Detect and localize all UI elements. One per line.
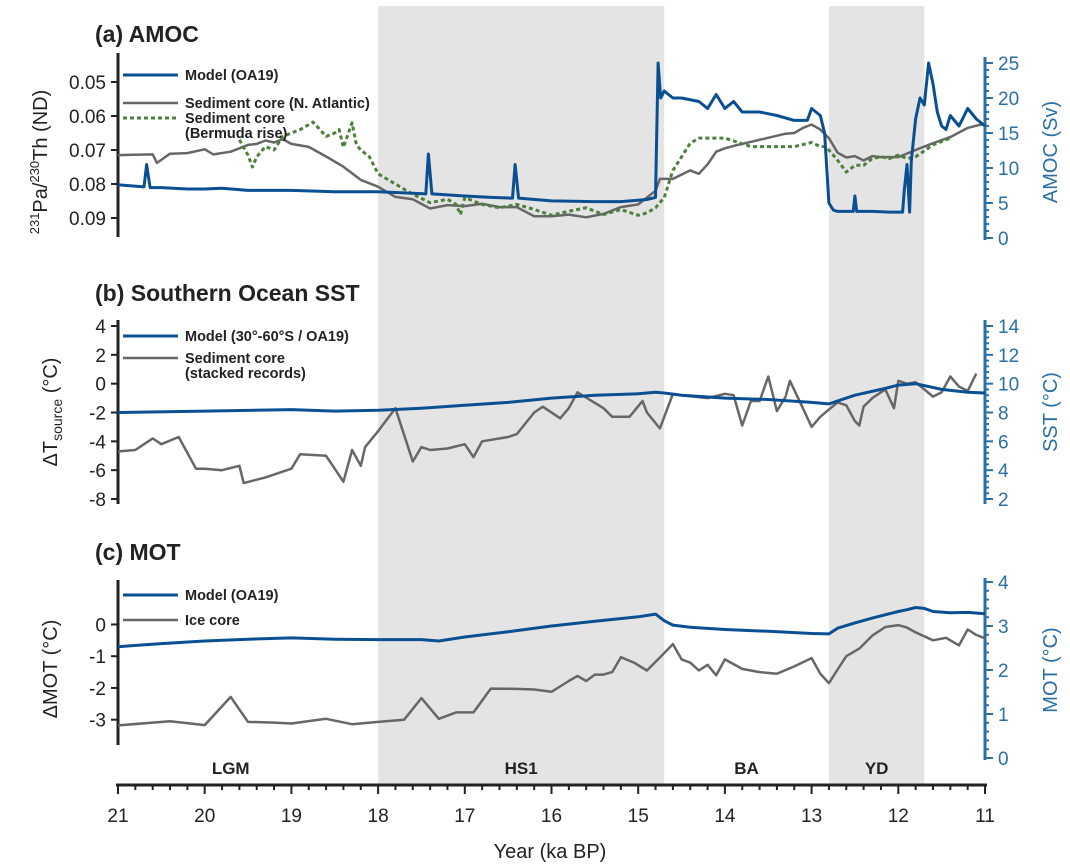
right-tick-label: 15 <box>998 124 1019 145</box>
panel-a-right-axis-label: AMOC (Sv) <box>1040 101 1062 203</box>
x-axis-label: Year (ka BP) <box>494 841 607 863</box>
x-tick-label: 12 <box>888 806 909 827</box>
right-tick-label: 3 <box>998 617 1009 638</box>
left-tick-label: 2 <box>95 346 106 367</box>
panel-b-left-axis-label: ΔTsource (°C) <box>40 358 65 467</box>
x-tick-label: 16 <box>541 806 562 827</box>
legend-label: Sediment core (Bermuda rise) <box>185 111 288 142</box>
right-tick-label: 0 <box>998 749 1009 770</box>
right-tick-label: 25 <box>998 54 1019 75</box>
panel-0-series-model <box>117 61 986 214</box>
right-tick-label: 1 <box>998 705 1009 726</box>
x-tick-label: 15 <box>628 806 649 827</box>
x-tick-label: 17 <box>454 806 475 827</box>
panel-2-series-model <box>117 606 986 649</box>
legend-label: Sediment core (N. Atlantic) <box>185 96 370 112</box>
left-tick-label: -1 <box>89 647 106 668</box>
right-tick-label: 2 <box>998 661 1009 682</box>
axes: 0.050.060.070.080.090510152025-8-6-4-202… <box>69 53 1020 827</box>
left-tick-label: 0 <box>95 375 106 396</box>
x-tick-label: 21 <box>107 806 128 827</box>
legend-label: Model (30°-60°S / OA19) <box>185 329 349 345</box>
left-tick-label: -3 <box>89 711 106 732</box>
panel-2-series-core <box>117 623 986 727</box>
x-tick-label: 13 <box>801 806 822 827</box>
right-tick-label: 14 <box>998 317 1020 338</box>
legend-label: Model (OA19) <box>185 68 279 84</box>
panel-c-right-axis-label: MOT (°C) <box>1040 627 1062 712</box>
period-label-lgm: LGM <box>212 759 250 778</box>
right-tick-label: 20 <box>998 89 1019 110</box>
panel-c-left-axis-label: ΔMOT (°C) <box>40 620 62 719</box>
panel-1-series-model <box>117 382 986 414</box>
left-tick-label: -2 <box>89 404 106 425</box>
right-tick-label: 5 <box>998 194 1009 215</box>
series <box>117 61 986 727</box>
left-tick-label: -6 <box>89 461 106 482</box>
legend-label: Sediment core (stacked records) <box>185 351 306 382</box>
left-tick-label: -8 <box>89 490 106 511</box>
right-tick-label: 8 <box>998 404 1009 425</box>
right-tick-label: 6 <box>998 432 1009 453</box>
panel-a-title: (a) AMOC <box>95 21 199 47</box>
legend-label: Ice core <box>185 613 240 629</box>
left-tick-label: 0.06 <box>69 107 106 128</box>
period-labels: LGM HS1 BA YD <box>212 759 889 778</box>
panel-1-series-core <box>117 373 978 485</box>
period-label-hs1: HS1 <box>505 759 538 778</box>
left-tick-label: 0.05 <box>69 73 106 94</box>
right-tick-label: 12 <box>998 346 1019 367</box>
legend-label: Model (OA19) <box>185 588 279 604</box>
right-tick-label: 4 <box>998 573 1009 594</box>
period-label-ba: BA <box>734 759 759 778</box>
panel-a-left-axis-label: 231Pa/230Th (ND) <box>27 90 52 235</box>
left-tick-label: 4 <box>95 317 106 338</box>
period-label-yd: YD <box>865 759 889 778</box>
right-tick-label: 2 <box>998 490 1009 511</box>
x-tick-label: 11 <box>975 806 995 827</box>
x-tick-label: 19 <box>281 806 302 827</box>
left-tick-label: -4 <box>89 432 106 453</box>
panel-0-series-bermuda <box>238 120 951 217</box>
right-tick-label: 0 <box>998 229 1009 250</box>
left-tick-label: 0.08 <box>69 175 106 196</box>
legends: Model (OA19)Sediment core (N. Atlantic)S… <box>123 68 370 629</box>
left-tick-label: 0.09 <box>69 209 106 230</box>
right-tick-label: 4 <box>998 461 1009 482</box>
right-tick-label: 10 <box>998 159 1019 180</box>
x-tick-label: 14 <box>714 806 736 827</box>
left-tick-label: -2 <box>89 679 106 700</box>
x-tick-label: 20 <box>194 806 215 827</box>
right-tick-label: 10 <box>998 375 1019 396</box>
panel-b-title: (b) Southern Ocean SST <box>95 280 360 306</box>
left-tick-label: 0 <box>95 615 106 636</box>
panel-c-title: (c) MOT <box>95 539 181 565</box>
left-tick-label: 0.07 <box>69 141 106 162</box>
panel-b-right-axis-label: SST (°C) <box>1040 372 1062 452</box>
x-tick-label: 18 <box>368 806 389 827</box>
